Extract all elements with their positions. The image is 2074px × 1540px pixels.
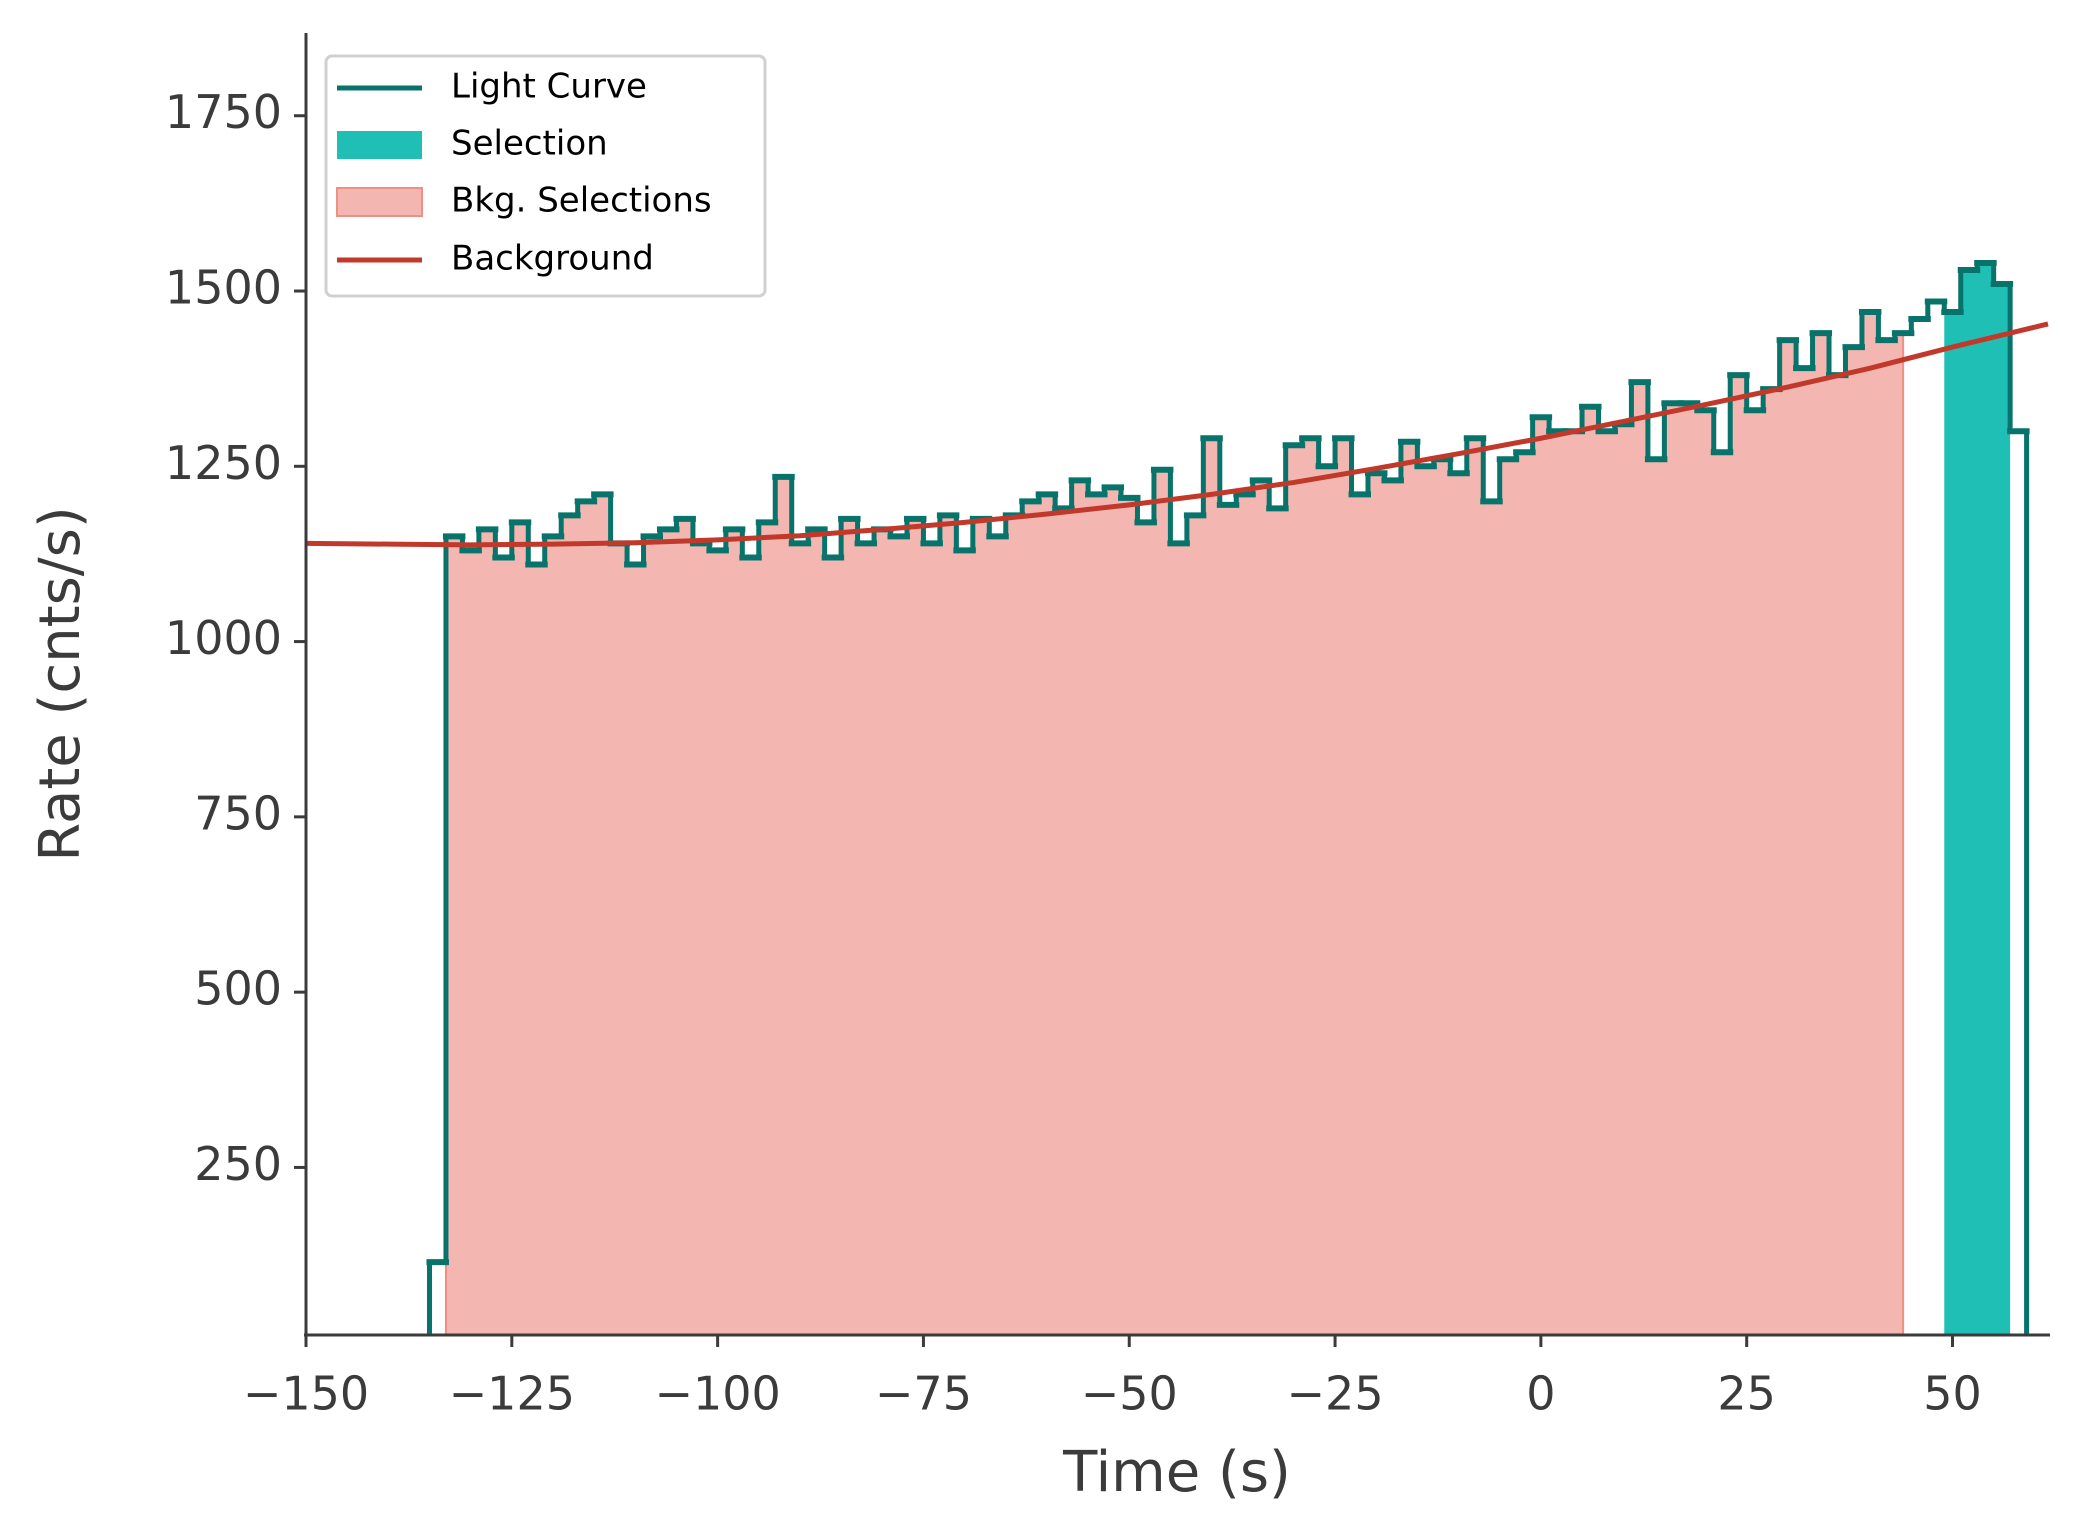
legend-label: Bkg. Selections <box>451 181 712 221</box>
x-tick-label: −125 <box>449 1367 575 1421</box>
y-tick-label: 750 <box>194 786 282 840</box>
y-tick-label: 1500 <box>165 261 282 315</box>
x-tick-label: −50 <box>1081 1367 1178 1421</box>
legend-handle <box>337 131 422 159</box>
x-tick-label: −25 <box>1287 1367 1384 1421</box>
y-axis-label: Rate (cnts/s) <box>28 506 93 861</box>
selection-fill <box>1944 262 2011 1335</box>
x-axis-label: Time (s) <box>1062 1440 1291 1505</box>
background-line <box>305 321 2049 548</box>
legend-label: Background <box>451 239 654 279</box>
x-tick-label: 25 <box>1717 1367 1776 1421</box>
x-tick-label: −100 <box>654 1367 780 1421</box>
x-tick-label: 50 <box>1923 1367 1982 1421</box>
legend-label: Selection <box>451 124 608 164</box>
y-tick-label: 500 <box>194 962 282 1016</box>
x-tick-label: 0 <box>1526 1367 1555 1421</box>
legend: Light Curve Selection Bkg. Selections Backg… <box>324 54 767 298</box>
x-tick-label: −150 <box>243 1367 369 1421</box>
bkg-selection-fill <box>444 311 1905 1336</box>
y-tick-label: 1000 <box>165 611 282 665</box>
legend-frame <box>324 54 767 298</box>
y-tick-label: 1750 <box>165 85 282 139</box>
x-tick-label: −75 <box>875 1367 972 1421</box>
legend-handle <box>336 187 423 217</box>
y-tick-label: 1250 <box>165 436 282 490</box>
plot-area <box>305 259 2049 1336</box>
legend-label: Light Curve <box>451 67 647 107</box>
y-tick-label: 250 <box>194 1137 282 1191</box>
